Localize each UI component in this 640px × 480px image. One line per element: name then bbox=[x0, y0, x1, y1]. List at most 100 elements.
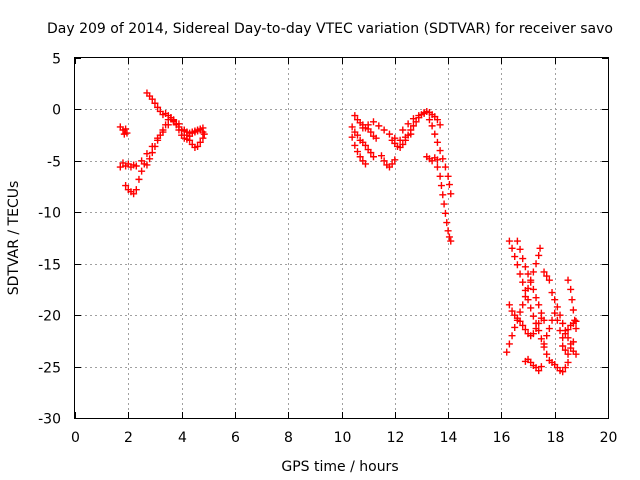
data-point bbox=[508, 307, 516, 315]
data-point bbox=[564, 276, 572, 284]
data-point bbox=[404, 131, 412, 139]
chart-title: Day 209 of 2014, Sidereal Day-to-day VTE… bbox=[47, 21, 613, 37]
x-tick-label: 6 bbox=[231, 430, 240, 446]
y-tick-label: -30 bbox=[38, 412, 61, 428]
data-point bbox=[369, 118, 377, 126]
x-tick-label: 18 bbox=[547, 430, 565, 446]
data-point bbox=[545, 325, 553, 333]
plot-frame bbox=[74, 57, 609, 419]
data-points bbox=[116, 89, 580, 376]
data-point bbox=[143, 150, 151, 158]
data-point bbox=[361, 141, 369, 149]
data-point bbox=[511, 323, 519, 331]
data-point bbox=[505, 301, 513, 309]
data-point bbox=[441, 163, 449, 171]
data-point bbox=[148, 142, 156, 150]
data-point bbox=[447, 237, 455, 245]
data-point bbox=[420, 110, 428, 118]
data-point bbox=[545, 276, 553, 284]
data-point bbox=[409, 122, 417, 130]
data-point bbox=[436, 172, 444, 180]
data-point bbox=[359, 124, 367, 132]
data-point bbox=[527, 304, 535, 312]
data-point bbox=[561, 330, 569, 338]
data-point bbox=[353, 131, 361, 139]
data-point bbox=[567, 285, 575, 293]
data-point bbox=[138, 157, 146, 165]
data-point bbox=[351, 112, 359, 120]
data-point bbox=[543, 272, 551, 280]
y-tick-label: -15 bbox=[38, 258, 61, 274]
data-point bbox=[529, 330, 537, 338]
data-point bbox=[524, 284, 532, 292]
data-point bbox=[122, 125, 130, 133]
data-point bbox=[553, 316, 561, 324]
data-point bbox=[399, 126, 407, 134]
data-point bbox=[505, 237, 513, 245]
y-tick-label: -10 bbox=[38, 206, 61, 222]
data-point bbox=[537, 363, 545, 371]
data-point bbox=[519, 278, 527, 286]
data-point bbox=[433, 138, 441, 146]
data-point bbox=[561, 346, 569, 354]
data-point bbox=[440, 200, 448, 208]
data-point bbox=[148, 95, 156, 103]
data-point bbox=[415, 112, 423, 120]
data-point bbox=[551, 309, 559, 317]
data-point bbox=[138, 167, 146, 175]
data-point bbox=[164, 121, 172, 129]
data-point bbox=[513, 261, 521, 269]
axis-ticks bbox=[75, 58, 609, 419]
data-point bbox=[537, 314, 545, 322]
data-point bbox=[535, 367, 543, 375]
data-point bbox=[559, 319, 567, 327]
data-point bbox=[503, 348, 511, 356]
data-point bbox=[194, 142, 202, 150]
x-tick-label: 2 bbox=[124, 430, 133, 446]
data-point bbox=[444, 227, 452, 235]
x-tick-label: 10 bbox=[334, 430, 352, 446]
x-tick-label: 16 bbox=[493, 430, 511, 446]
data-point bbox=[353, 148, 361, 156]
data-point bbox=[407, 126, 415, 134]
data-point bbox=[569, 338, 577, 346]
data-point bbox=[439, 155, 447, 163]
x-tick-label: 0 bbox=[71, 430, 80, 446]
data-point bbox=[568, 296, 576, 304]
x-tick-label: 20 bbox=[600, 430, 618, 446]
data-point bbox=[521, 326, 529, 334]
data-point bbox=[186, 136, 194, 144]
data-point bbox=[519, 321, 527, 329]
data-point bbox=[199, 124, 207, 132]
data-point bbox=[445, 181, 453, 189]
data-point bbox=[559, 334, 567, 342]
data-point bbox=[508, 332, 516, 340]
data-point bbox=[567, 344, 575, 352]
data-point bbox=[431, 130, 439, 138]
data-point bbox=[540, 340, 548, 348]
data-point bbox=[529, 268, 537, 276]
data-point bbox=[367, 149, 375, 157]
data-point bbox=[180, 126, 188, 134]
data-point bbox=[154, 134, 162, 142]
data-point bbox=[443, 219, 451, 227]
data-point bbox=[536, 244, 544, 252]
data-point bbox=[551, 296, 559, 304]
data-point bbox=[524, 270, 532, 278]
data-point bbox=[516, 245, 524, 253]
data-point bbox=[367, 128, 375, 136]
data-point bbox=[532, 260, 540, 268]
y-tick-label: -20 bbox=[38, 309, 61, 325]
data-point bbox=[183, 131, 191, 139]
data-point bbox=[361, 160, 369, 168]
data-point bbox=[369, 153, 377, 161]
data-point bbox=[441, 209, 449, 217]
data-point bbox=[535, 251, 543, 259]
y-tick-label: -5 bbox=[47, 155, 61, 171]
data-point bbox=[529, 312, 537, 320]
data-point bbox=[553, 303, 561, 311]
y-axis-title: SDTVAR / TECUs bbox=[6, 181, 22, 296]
data-point bbox=[433, 156, 441, 164]
data-point bbox=[521, 263, 529, 271]
